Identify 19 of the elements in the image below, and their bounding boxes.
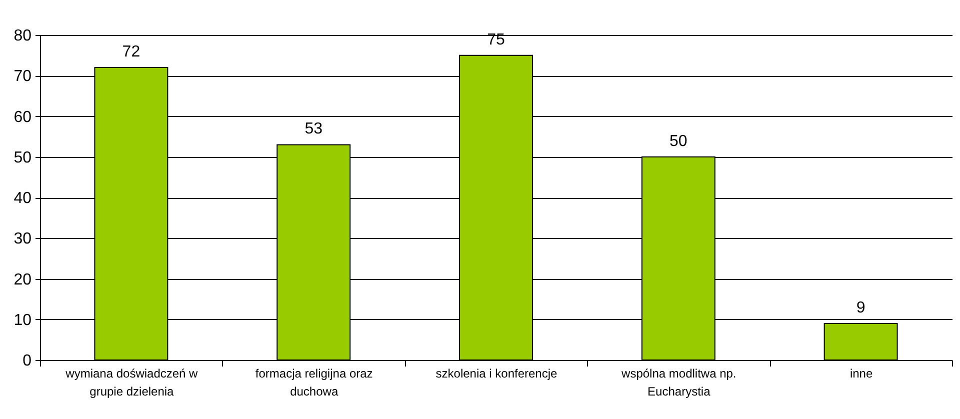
data-label: 9 — [856, 299, 866, 316]
y-tick-label: 80 — [14, 28, 32, 44]
data-label: 53 — [304, 120, 323, 138]
y-tick-label: 30 — [14, 230, 32, 248]
x-tick-label: wspólna modlitwa np. Eucharystia — [620, 366, 736, 398]
y-tick-label: 0 — [22, 352, 32, 370]
data-label: 72 — [122, 44, 140, 60]
x-tick-label: wymiana doświadczeń w grupie dzielenia — [64, 366, 198, 398]
x-tick-label: formacja religijna oraz duchowa — [255, 366, 373, 398]
data-label: 50 — [670, 132, 688, 150]
y-tick-label: 20 — [14, 271, 32, 288]
y-tick-label: 10 — [14, 312, 32, 329]
bar — [824, 322, 898, 360]
y-tick-label: 50 — [14, 149, 32, 166]
y-tick-label: 40 — [14, 190, 32, 207]
y-tick-label: 60 — [14, 108, 32, 126]
y-tick-label: 70 — [14, 68, 32, 86]
x-tick-label: inne — [850, 366, 873, 380]
x-tick-label: szkolenia i konferencje — [436, 366, 558, 380]
